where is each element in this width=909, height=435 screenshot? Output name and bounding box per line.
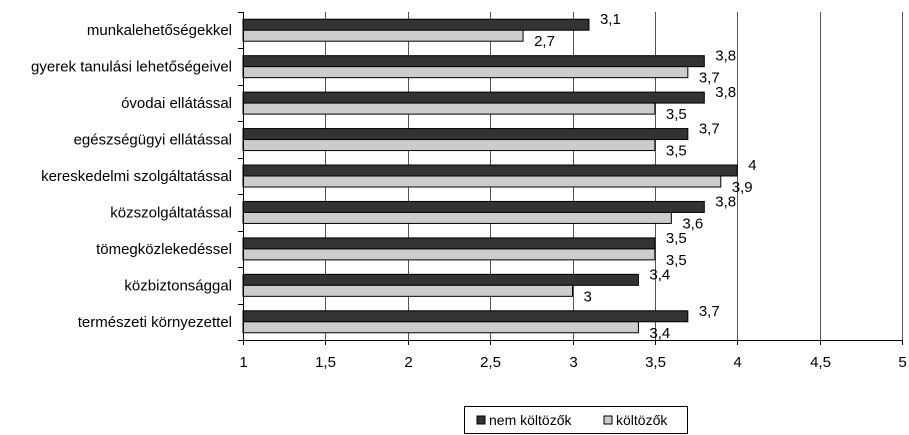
bar-nem-koltozok — [242, 164, 738, 177]
data-label: 3,5 — [666, 106, 687, 123]
category-label: egészségügyi ellátással — [74, 132, 232, 149]
bar-nem-koltozok — [242, 91, 705, 104]
x-tick-label: 5 — [898, 354, 906, 371]
category-label: gyerek tanulási lehetőségeivel — [31, 59, 232, 76]
data-label: 3,7 — [699, 121, 720, 138]
data-label: 3,7 — [699, 303, 720, 320]
bar-nem-koltozok — [242, 310, 689, 323]
bar-koltozok — [242, 321, 639, 334]
legend-label-koltozok: költözők — [616, 412, 668, 428]
data-label: 3,8 — [715, 48, 736, 65]
category-label: kereskedelmi szolgáltatással — [41, 168, 232, 185]
legend-swatch-nem-koltozok — [476, 415, 486, 425]
data-label: 4 — [748, 157, 756, 174]
data-label: 2,7 — [534, 33, 555, 50]
data-label: 3,5 — [666, 252, 687, 269]
x-tick-label: 4 — [733, 354, 741, 371]
category-label: óvodai ellátással — [121, 95, 232, 112]
data-label: 3,6 — [682, 215, 703, 232]
legend-box — [464, 406, 688, 434]
category-labels: munkalehetőségekkel gyerek tanulási lehet… — [31, 22, 232, 331]
bar-koltozok — [242, 284, 573, 297]
data-label: 3,8 — [715, 84, 736, 101]
x-tick-label: 4,5 — [810, 354, 831, 371]
legend: nem költözők költözők — [464, 406, 688, 434]
legend-swatch-koltozok — [603, 415, 613, 425]
bar-koltozok — [242, 66, 689, 79]
bar-nem-koltozok — [242, 200, 705, 213]
bar-koltozok — [242, 175, 722, 188]
x-tick-label: 2 — [404, 354, 412, 371]
category-label: közbiztonsággal — [124, 277, 232, 294]
data-label: 3,8 — [715, 193, 736, 210]
bar-koltozok — [242, 248, 656, 261]
data-label: 3,5 — [666, 143, 687, 160]
bar-nem-koltozok — [242, 18, 590, 31]
data-label: 3,7 — [699, 70, 720, 87]
x-tick-label: 2,5 — [480, 354, 501, 371]
legend-label-nem-koltozok: nem költözők — [489, 412, 572, 428]
bar-nem-koltozok — [242, 273, 639, 286]
data-label: 3,4 — [649, 325, 670, 342]
x-tick-label: 3 — [569, 354, 577, 371]
bar-nem-koltozok — [242, 55, 705, 68]
category-label: tömegközlekedéssel — [96, 241, 232, 258]
x-tick-label: 1,5 — [315, 354, 336, 371]
tick-labels: 1 1,5 2 2,5 3 3,5 4 4,5 5 — [239, 354, 906, 371]
bars — [242, 18, 738, 334]
data-label: 3,1 — [600, 11, 621, 28]
axes — [238, 12, 903, 345]
bar-nem-koltozok — [242, 237, 656, 250]
category-label: természeti környezettel — [78, 314, 232, 331]
bar-koltozok — [242, 102, 656, 115]
category-label: közszolgáltatással — [110, 204, 232, 221]
data-labels: 3,12,73,83,73,83,53,73,543,93,83,63,53,5… — [534, 11, 757, 342]
category-label: munkalehetőségekkel — [87, 22, 232, 39]
bar-koltozok — [242, 139, 656, 152]
x-tick-label: 1 — [239, 354, 247, 371]
data-label: 3,9 — [732, 179, 753, 196]
data-label: 3,5 — [666, 230, 687, 247]
x-tick-label: 3,5 — [645, 354, 666, 371]
data-label: 3,4 — [649, 266, 670, 283]
bar-koltozok — [242, 29, 524, 42]
bar-nem-koltozok — [242, 128, 689, 141]
bar-koltozok — [242, 211, 672, 224]
data-label: 3 — [584, 288, 592, 305]
